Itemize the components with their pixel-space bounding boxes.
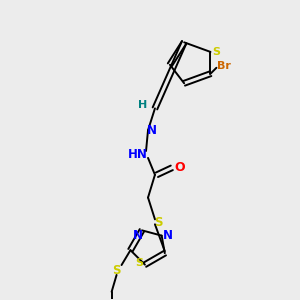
Text: S: S [135, 258, 143, 268]
Text: S: S [154, 216, 162, 229]
Text: N: N [147, 124, 157, 137]
Text: HN: HN [128, 148, 148, 161]
Text: S: S [212, 47, 220, 57]
Text: O: O [174, 161, 185, 174]
Text: N: N [163, 229, 172, 242]
Text: S: S [112, 263, 121, 277]
Text: N: N [133, 229, 143, 242]
Text: Br: Br [218, 61, 231, 71]
Text: H: H [138, 100, 148, 110]
